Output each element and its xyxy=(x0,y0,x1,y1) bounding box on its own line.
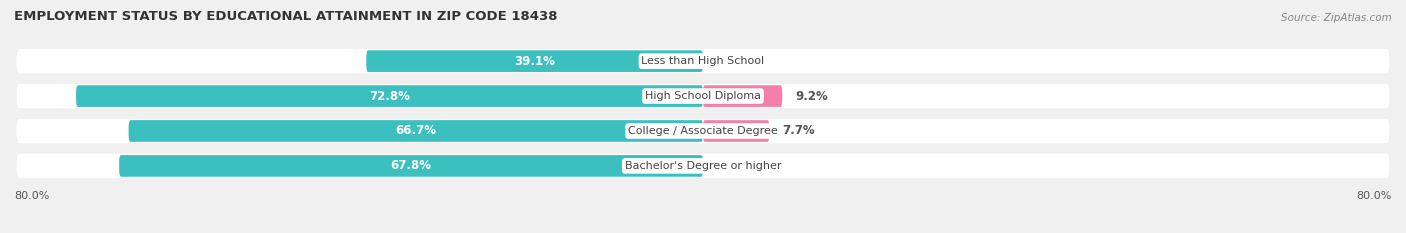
Text: 66.7%: 66.7% xyxy=(395,124,436,137)
Text: 72.8%: 72.8% xyxy=(370,89,411,103)
Text: Less than High School: Less than High School xyxy=(641,56,765,66)
Text: 80.0%: 80.0% xyxy=(1357,191,1392,201)
Text: 0.0%: 0.0% xyxy=(716,55,748,68)
Text: 7.7%: 7.7% xyxy=(782,124,815,137)
Text: High School Diploma: High School Diploma xyxy=(645,91,761,101)
FancyBboxPatch shape xyxy=(128,120,703,142)
FancyBboxPatch shape xyxy=(367,50,703,72)
FancyBboxPatch shape xyxy=(17,119,1389,143)
FancyBboxPatch shape xyxy=(120,155,703,177)
Text: College / Associate Degree: College / Associate Degree xyxy=(628,126,778,136)
Text: Source: ZipAtlas.com: Source: ZipAtlas.com xyxy=(1281,13,1392,23)
FancyBboxPatch shape xyxy=(76,85,703,107)
FancyBboxPatch shape xyxy=(17,84,1389,108)
Text: 80.0%: 80.0% xyxy=(14,191,49,201)
FancyBboxPatch shape xyxy=(17,154,1389,178)
Text: 9.2%: 9.2% xyxy=(796,89,828,103)
FancyBboxPatch shape xyxy=(703,120,769,142)
Text: Bachelor's Degree or higher: Bachelor's Degree or higher xyxy=(624,161,782,171)
FancyBboxPatch shape xyxy=(703,85,782,107)
Text: 0.0%: 0.0% xyxy=(716,159,748,172)
FancyBboxPatch shape xyxy=(17,49,1389,73)
Text: EMPLOYMENT STATUS BY EDUCATIONAL ATTAINMENT IN ZIP CODE 18438: EMPLOYMENT STATUS BY EDUCATIONAL ATTAINM… xyxy=(14,10,558,23)
Text: 67.8%: 67.8% xyxy=(391,159,432,172)
Text: 39.1%: 39.1% xyxy=(515,55,555,68)
